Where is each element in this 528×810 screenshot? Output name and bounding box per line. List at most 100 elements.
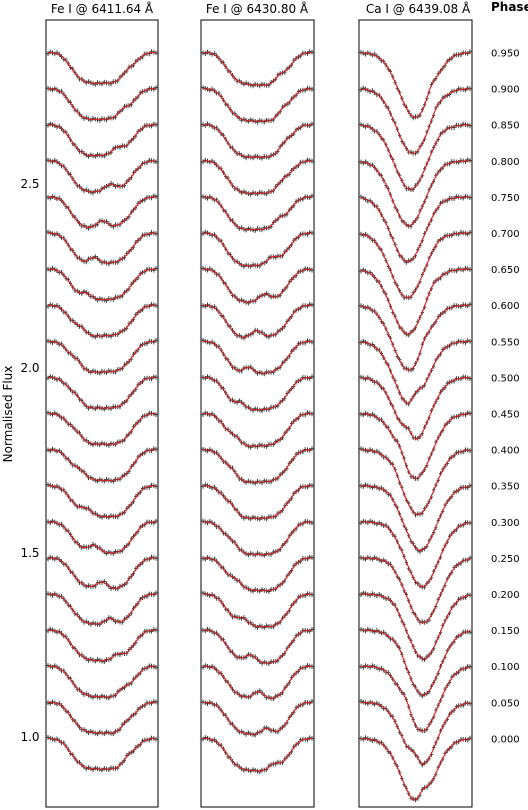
model-profile <box>360 268 471 335</box>
model-profile <box>47 160 157 193</box>
model-profile <box>47 521 157 554</box>
observed-profile <box>359 446 472 518</box>
observed-profile <box>46 229 158 267</box>
observed-profile <box>46 410 158 448</box>
model-profile <box>360 160 471 227</box>
observed-profile <box>201 482 314 522</box>
panel-fe-6411: Fe I @ 6411.64 Å <box>45 1 159 808</box>
panel-title-fe-6411: Fe I @ 6411.64 Å <box>51 1 154 16</box>
observed-profile <box>46 663 158 701</box>
model-profile <box>360 340 470 404</box>
observed-profile <box>201 157 314 197</box>
observed-profile <box>201 49 314 89</box>
observed-profile <box>46 699 158 737</box>
observed-profile <box>46 302 158 340</box>
observed-profile <box>46 49 158 87</box>
phase-label: 0.700 <box>491 229 520 240</box>
phase-label: 0.300 <box>491 518 520 529</box>
model-profile <box>202 232 313 267</box>
model-profile <box>47 449 157 482</box>
model-profile <box>47 629 157 662</box>
observed-profile <box>359 555 472 625</box>
model-profile <box>202 196 313 231</box>
observed-profile <box>201 193 314 233</box>
model-profile <box>360 593 471 660</box>
observed-profile <box>201 446 314 486</box>
model-profile <box>360 124 470 191</box>
model-profile <box>202 485 313 519</box>
observed-profile <box>359 410 472 481</box>
observed-profile <box>359 301 472 373</box>
model-profile <box>47 124 157 157</box>
model-profile <box>47 593 157 625</box>
observed-profile <box>201 301 314 341</box>
phase-label: 0.000 <box>491 734 520 745</box>
model-profile <box>47 485 157 518</box>
model-profile <box>202 376 313 411</box>
model-profile <box>47 196 157 228</box>
model-profile <box>360 52 471 119</box>
observed-profile <box>359 85 472 156</box>
model-profile <box>202 51 313 86</box>
y-axis: Normalised Flux 1.0 1.5 2.0 2.5 <box>1 177 40 744</box>
phase-label: 0.600 <box>491 301 520 312</box>
phase-label: 0.450 <box>491 410 520 421</box>
observed-profile <box>201 410 314 450</box>
observed-profile <box>359 663 472 734</box>
model-profile <box>202 629 313 664</box>
phase-label: 0.750 <box>491 193 520 204</box>
y-tick-label-1-0: 1.0 <box>20 730 39 744</box>
model-profile <box>47 737 157 770</box>
phase-label: 0.150 <box>491 626 520 637</box>
phase-label: 0.200 <box>491 590 520 601</box>
model-profile <box>361 701 471 765</box>
model-profile <box>202 701 313 735</box>
model-profile <box>360 232 471 299</box>
y-axis-label: Normalised Flux <box>1 366 15 463</box>
model-profile <box>47 665 157 698</box>
phase-label: 0.400 <box>491 446 520 457</box>
observed-profile <box>46 374 158 412</box>
phase-label: 0.350 <box>491 482 520 493</box>
observed-profile <box>46 193 158 231</box>
phase-label: 0.050 <box>491 698 520 709</box>
model-profile <box>202 340 313 374</box>
phase-label: 0.250 <box>491 554 520 565</box>
observed-profile <box>201 229 314 269</box>
panel-fe-6430: Fe I @ 6430.80 Å <box>200 1 315 808</box>
model-profile <box>47 88 157 121</box>
panel-profiles-fe-6411 <box>46 49 158 773</box>
model-profile <box>360 629 471 696</box>
observed-profile <box>201 266 314 306</box>
phase-label: 0.950 <box>491 48 520 59</box>
observed-profile <box>201 554 314 594</box>
observed-profile <box>201 663 314 702</box>
model-profile <box>202 304 313 338</box>
observed-profile <box>201 374 314 414</box>
observed-profile <box>359 374 472 441</box>
model-profile <box>360 737 471 801</box>
panel-profiles-ca-6439 <box>359 49 472 803</box>
observed-profile <box>46 735 158 773</box>
y-tick-label-1-5: 1.5 <box>20 546 39 560</box>
model-profile <box>360 196 471 263</box>
observed-profile <box>201 337 314 377</box>
model-profile <box>202 557 313 592</box>
panel-ca-6439: Ca I @ 6439.08 Å <box>358 1 473 808</box>
y-tick-label-2-5: 2.5 <box>20 177 39 191</box>
model-profile <box>361 521 471 588</box>
observed-profile <box>359 157 472 229</box>
panel-frame-fe-6430 <box>200 19 315 808</box>
model-profile <box>360 557 471 624</box>
panel-title-fe-6430: Fe I @ 6430.80 Å <box>206 1 309 16</box>
observed-profile <box>46 554 158 592</box>
panel-profiles-fe-6430 <box>201 49 314 775</box>
model-profile <box>361 485 471 552</box>
model-profile <box>47 51 157 84</box>
observed-profile <box>46 265 158 303</box>
model-profile <box>47 340 157 373</box>
phase-label: 0.650 <box>491 265 520 276</box>
observed-profile <box>359 49 472 121</box>
model-profile <box>47 557 157 589</box>
observed-profile <box>46 337 158 376</box>
